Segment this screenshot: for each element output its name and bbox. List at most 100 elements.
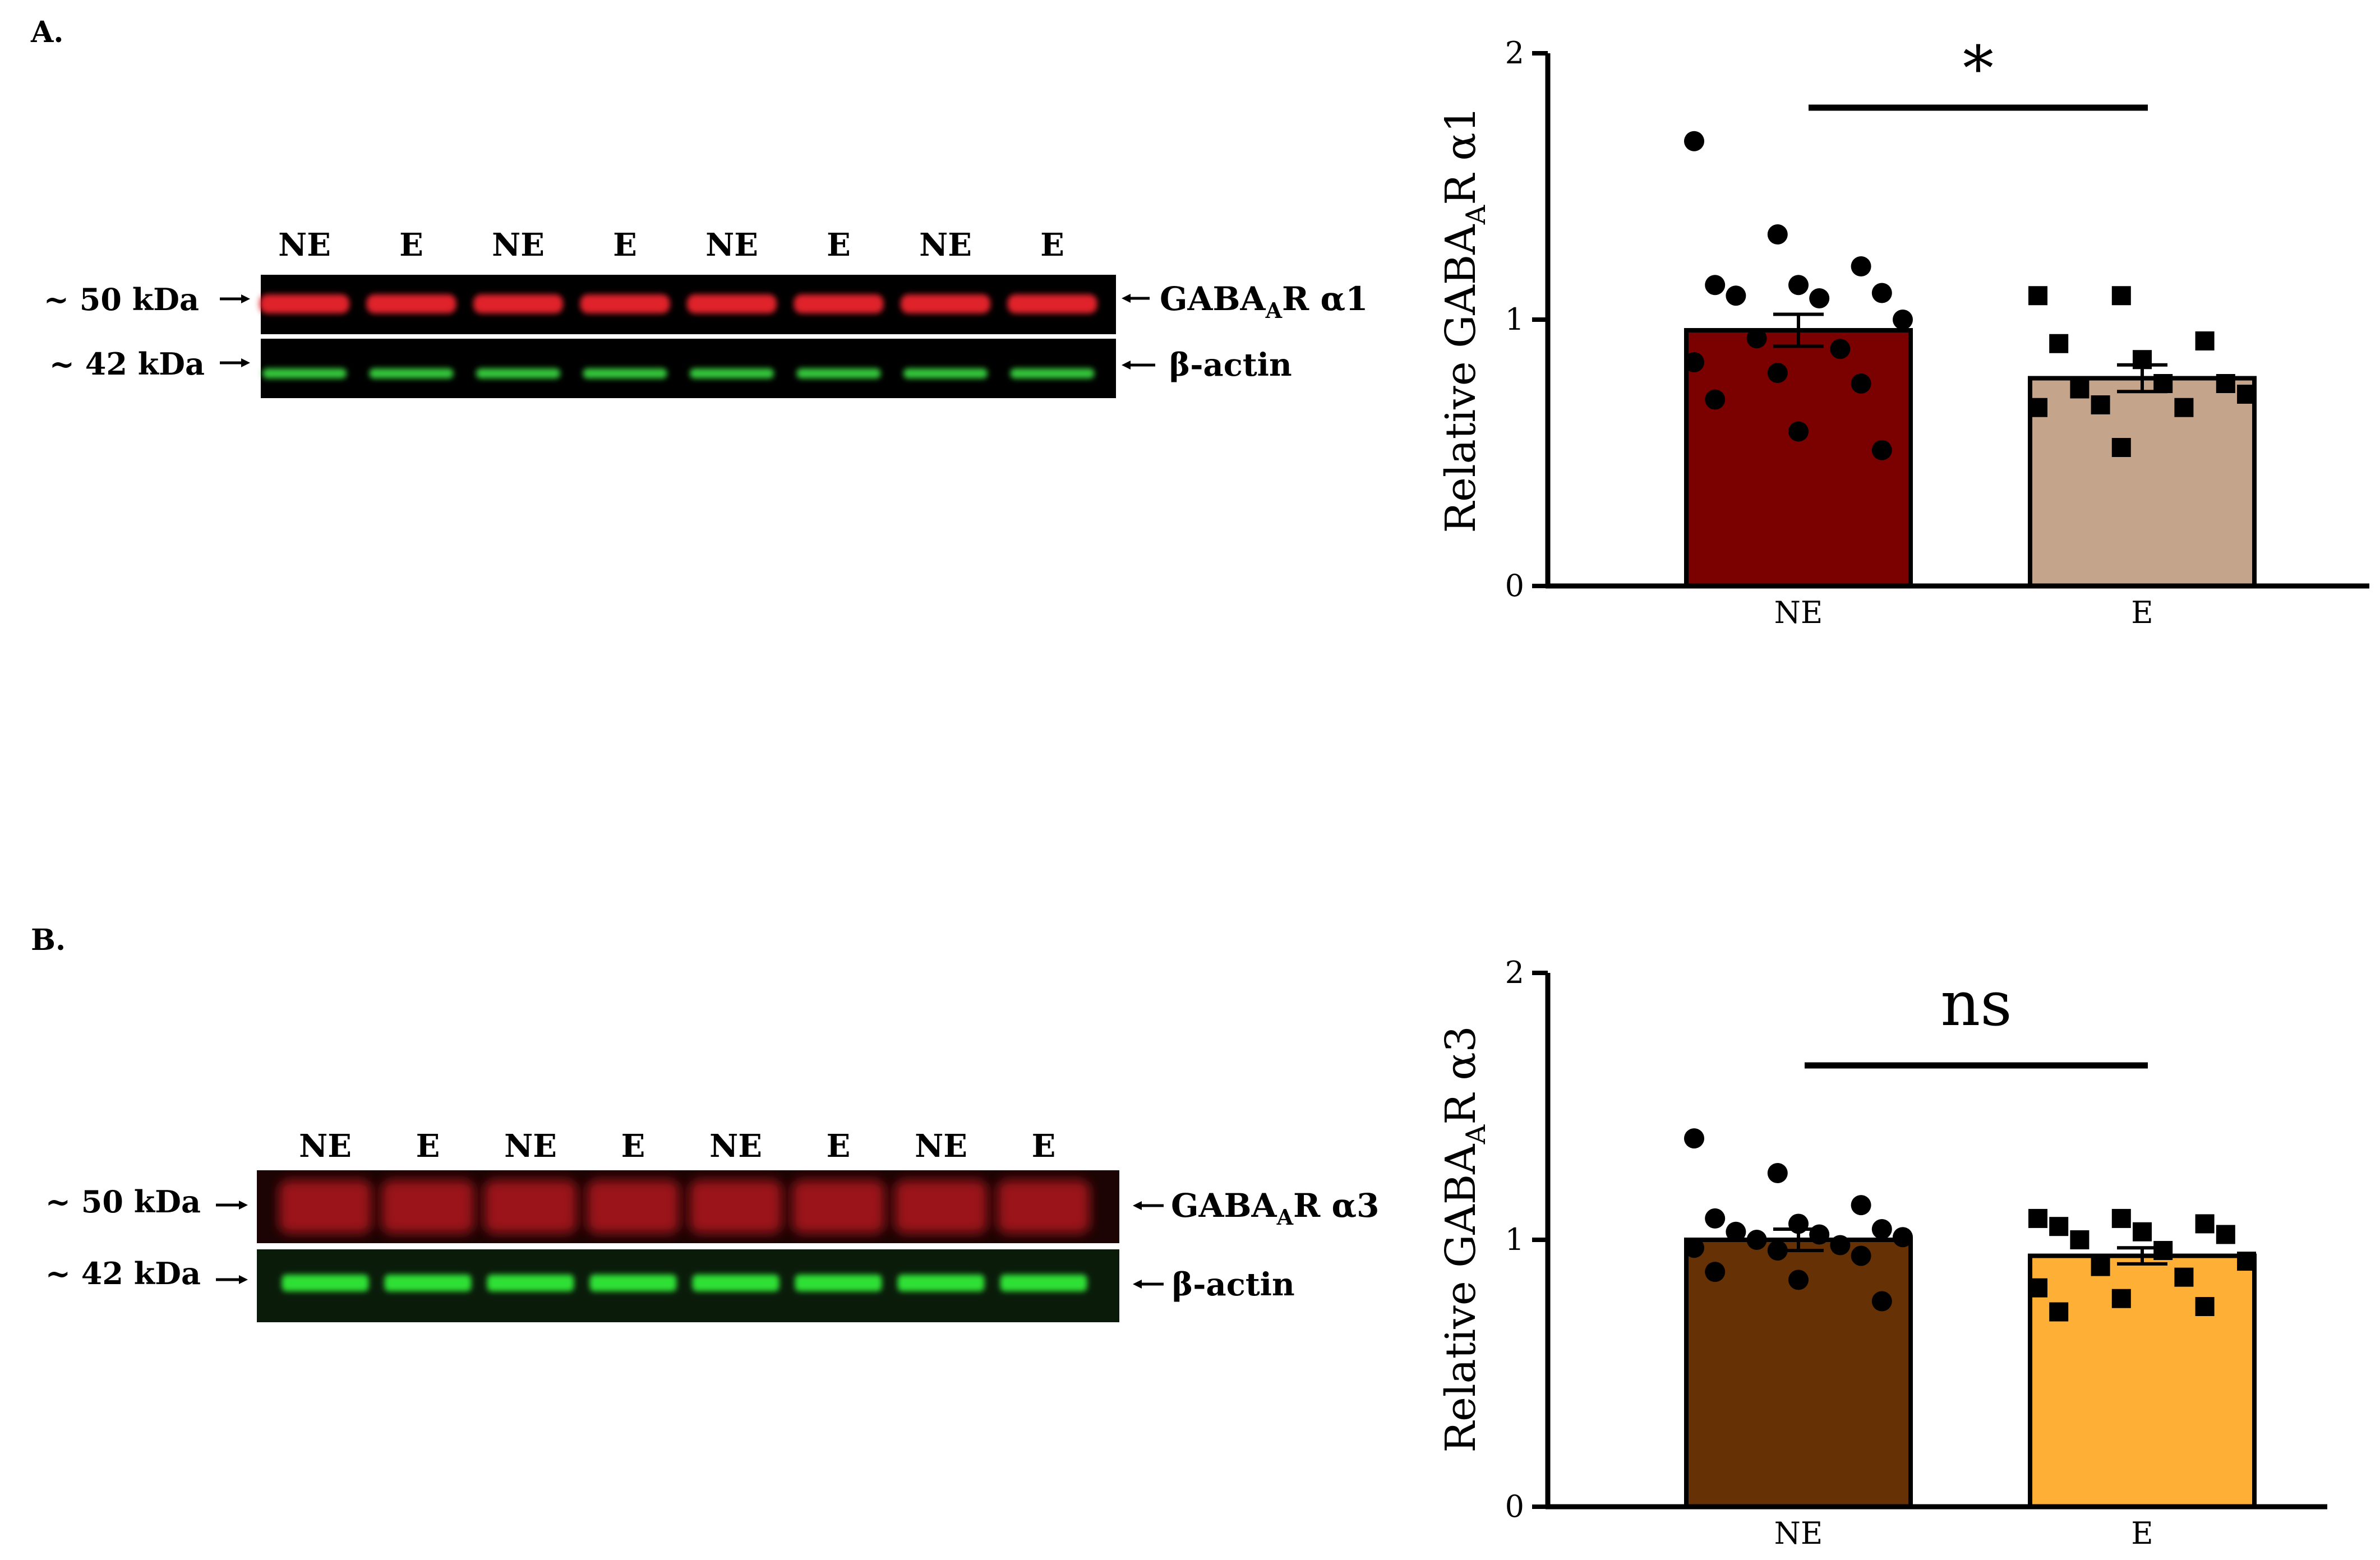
blot-band	[997, 1180, 1090, 1234]
panel-a-chart: 0 1 2 NE E Relative GABAAR α1 *	[1437, 33, 2369, 630]
data-point	[1851, 1245, 1871, 1266]
data-point	[1871, 1291, 1892, 1312]
data-point	[1705, 389, 1726, 410]
data-point	[1851, 373, 1871, 394]
band-label-gabaar-a1: GABAAR α1	[1160, 280, 1368, 323]
data-point	[2111, 1289, 2131, 1308]
blot-band	[260, 294, 349, 313]
data-point	[2111, 438, 2131, 457]
data-point	[2028, 398, 2047, 417]
significance-label: ns	[1940, 968, 2012, 1040]
arrow-left-icon	[1133, 1201, 1164, 1210]
data-point	[2049, 334, 2069, 353]
data-point	[2216, 374, 2235, 393]
blot-band	[794, 294, 884, 313]
data-point	[1746, 1230, 1767, 1250]
data-point	[1767, 1163, 1788, 1183]
y-tick-label: 2	[1505, 955, 1524, 990]
blot-bands-bottom	[262, 368, 1095, 379]
data-point	[1809, 288, 1830, 308]
blot-band	[369, 368, 454, 379]
blot-band	[1007, 294, 1097, 313]
error-bar	[1773, 1227, 1824, 1253]
blot-band	[366, 294, 456, 313]
lane-label: E	[827, 1128, 851, 1165]
band-label-gabaar-a3: GABAAR α3	[1171, 1187, 1379, 1230]
y-tick-label: 0	[1505, 568, 1524, 603]
blot-band	[1000, 1275, 1087, 1291]
blot-band	[583, 368, 667, 379]
data-point	[2070, 1230, 2090, 1249]
x-tick-label: NE	[1774, 595, 1823, 630]
data-point	[2174, 398, 2194, 417]
marker-50kda-label: ~ 50 kDa	[45, 1184, 201, 1220]
significance-label: *	[1963, 33, 1994, 104]
blot-band	[894, 1180, 988, 1234]
data-point	[2091, 395, 2110, 414]
lane-label: NE	[504, 1128, 557, 1165]
error-bar	[1773, 312, 1824, 348]
data-point	[1746, 328, 1767, 349]
bar-e	[2028, 376, 2257, 588]
data-point	[1871, 440, 1892, 460]
blot-bands-top	[279, 1180, 1090, 1234]
data-point	[1809, 1224, 1830, 1245]
data-point	[1767, 224, 1788, 244]
data-point	[2133, 1222, 2152, 1241]
x-tick-label: E	[2131, 1516, 2153, 1551]
blot-bands-top	[260, 294, 1097, 313]
data-point	[2028, 1208, 2047, 1228]
y-axis-title: Relative GABAAR α3	[1437, 1026, 1492, 1452]
blot-band	[473, 294, 563, 313]
lane-labels: NE E NE E NE E NE E	[278, 227, 1064, 264]
blot-band	[282, 1275, 369, 1291]
blot-bands-bottom	[282, 1275, 1087, 1291]
arrow-left-icon	[1122, 294, 1150, 303]
data-point	[2195, 1297, 2215, 1316]
data-point	[1705, 275, 1726, 296]
data-point	[2195, 331, 2215, 350]
blot-band	[897, 1275, 985, 1291]
data-point	[1788, 275, 1809, 296]
arrow-right-icon	[216, 1201, 248, 1210]
blot-band	[796, 368, 881, 379]
blot-band	[795, 1275, 882, 1291]
lane-label: E	[1040, 227, 1064, 264]
band-label-beta-actin: β-actin	[1169, 347, 1292, 384]
data-point	[2028, 286, 2047, 306]
blot-band	[484, 1180, 577, 1234]
blot-band	[689, 1180, 782, 1234]
arrow-right-icon	[220, 294, 250, 303]
blot-band	[903, 368, 988, 379]
data-point	[2049, 1302, 2069, 1322]
panel-a: A. NE E NE E NE E NE E ~ 50 kDa ~ 42 kDa	[30, 15, 2369, 630]
marker-42kda-label: ~ 42 kDa	[49, 346, 205, 382]
data-point	[2216, 1225, 2235, 1244]
data-point	[2091, 1257, 2110, 1276]
lane-labels: NE E NE E NE E NE E	[299, 1128, 1055, 1165]
data-point	[1684, 352, 1704, 372]
blot-band	[262, 368, 347, 379]
data-point	[1726, 285, 1746, 306]
marker-50kda-label: ~ 50 kDa	[44, 281, 199, 317]
data-point	[2174, 1267, 2194, 1287]
band-label-beta-actin: β-actin	[1172, 1266, 1295, 1303]
data-point	[2111, 286, 2131, 306]
y-tick-label: 2	[1505, 35, 1524, 71]
panel-b-blot: NE E NE E NE E NE E ~ 50 kDa ~ 42 kDa	[45, 1128, 1379, 1322]
marker-42kda-label: ~ 42 kDa	[45, 1256, 201, 1291]
data-point	[1684, 131, 1704, 151]
blot-band	[587, 1180, 680, 1234]
x-tick-label: E	[2131, 595, 2153, 630]
data-point	[2195, 1214, 2215, 1234]
lane-label: NE	[919, 227, 972, 264]
data-point	[2070, 379, 2090, 399]
data-point	[1705, 1262, 1726, 1282]
blot-band	[1010, 368, 1095, 379]
data-point	[2237, 385, 2256, 404]
data-point	[2028, 1278, 2047, 1298]
data-point	[1684, 1238, 1704, 1258]
lane-label: NE	[709, 1128, 762, 1165]
lane-label: NE	[278, 227, 331, 264]
